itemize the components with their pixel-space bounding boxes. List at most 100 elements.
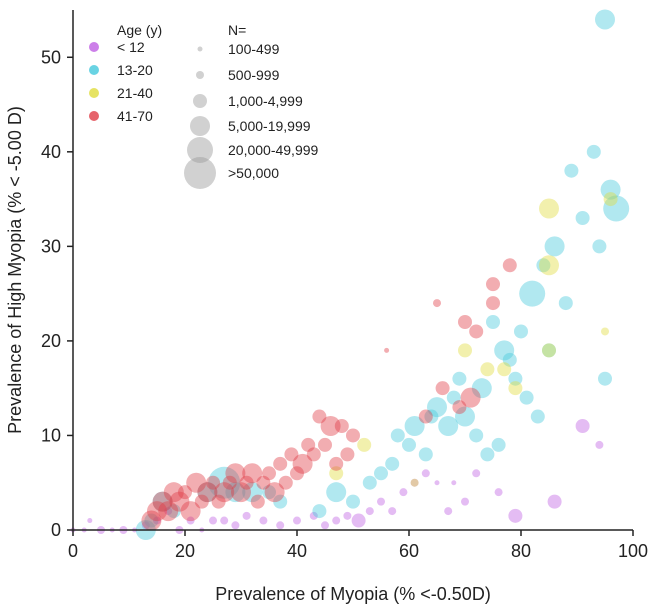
legend-age-groups: < 12 13-20 21-40 41-70: [89, 39, 153, 124]
legend-size-label: 5,000-19,999: [228, 118, 311, 134]
data-point: [357, 437, 372, 452]
legend-size-label: 20,000-49,999: [228, 142, 319, 158]
data-point: [312, 409, 327, 424]
legend-size-swatch: [187, 137, 213, 163]
data-point: [494, 340, 515, 361]
data-point: [144, 513, 159, 528]
data-point: [388, 507, 397, 516]
data-point: [163, 482, 184, 503]
data-point: [530, 409, 545, 424]
data-point: [460, 387, 481, 408]
data-point: [309, 511, 318, 520]
y-tick-label: 30: [41, 236, 61, 256]
legend-size-label: 500-999: [228, 67, 280, 83]
x-tick-label: 0: [68, 541, 78, 561]
legend-size-label: 100-499: [228, 41, 280, 57]
y-axis-ticks: 0 10 20 30 40 50: [41, 47, 73, 540]
data-point: [480, 447, 495, 462]
data-point: [374, 466, 388, 481]
data-point: [329, 466, 344, 481]
data-point: [542, 343, 556, 358]
legend-age-title: Age (y): [117, 22, 162, 38]
x-axis-ticks: 0 20 40 60 80 100: [68, 530, 648, 561]
legend-age-label: 41-70: [117, 108, 153, 124]
data-point: [321, 521, 329, 530]
data-point: [519, 280, 546, 307]
legend-size-title: N=: [228, 22, 246, 38]
data-point: [169, 491, 190, 512]
data-point: [494, 488, 503, 497]
legend-age-label: < 12: [117, 39, 145, 55]
data-point: [446, 390, 461, 405]
y-tick-label: 40: [41, 142, 61, 162]
data-point: [544, 236, 565, 257]
data-point: [536, 258, 551, 273]
legend-age-label: 13-20: [117, 62, 153, 78]
data-point: [231, 521, 240, 530]
data-point: [433, 299, 441, 308]
data-point: [365, 507, 374, 516]
data-point: [603, 195, 630, 222]
data-point: [455, 406, 475, 427]
data-point: [346, 494, 360, 509]
data-point: [421, 469, 430, 478]
data-point: [438, 416, 459, 436]
data-point: [595, 9, 615, 30]
data-point: [435, 381, 450, 396]
data-point: [458, 315, 472, 329]
legend-size-swatch: [197, 46, 203, 52]
data-point: [278, 475, 293, 490]
data-point: [239, 475, 254, 490]
data-point: [469, 428, 484, 443]
legend-size-swatch: [184, 157, 216, 189]
data-point: [384, 347, 390, 353]
data-point: [242, 511, 251, 520]
data-point: [87, 518, 93, 524]
data-point: [471, 378, 492, 399]
data-point: [480, 362, 495, 377]
data-point: [427, 397, 447, 418]
data-point: [152, 491, 173, 512]
data-point: [208, 466, 241, 499]
legend-size-label: 1,000-4,999: [228, 93, 303, 109]
data-point: [575, 211, 590, 225]
data-point: [194, 494, 209, 509]
data-point: [211, 494, 226, 509]
data-point: [256, 475, 271, 490]
data-point: [158, 501, 179, 522]
data-point: [225, 463, 246, 484]
series-3: [329, 192, 618, 487]
data-point: [141, 521, 150, 530]
data-point: [225, 482, 246, 503]
data-point: [542, 343, 556, 358]
data-points: [70, 9, 630, 540]
legend-size-groups: 100-499 500-999 1,000-4,999 5,000-19,999 20,…: [184, 41, 319, 189]
data-point: [332, 516, 341, 525]
data-point: [197, 482, 218, 503]
data-point: [418, 409, 433, 424]
data-point: [461, 497, 469, 506]
data-point: [469, 324, 484, 339]
series-2: [135, 9, 630, 540]
y-axis-title: Prevalence of High Myopia (% < -5.00 D): [5, 106, 25, 434]
data-point: [444, 507, 453, 516]
data-point: [502, 258, 517, 273]
data-point: [290, 466, 304, 481]
data-point: [402, 437, 416, 452]
x-tick-label: 40: [287, 541, 307, 561]
data-point: [346, 428, 360, 443]
data-point: [601, 327, 609, 336]
data-point: [434, 480, 440, 486]
data-point: [343, 511, 352, 520]
data-point: [399, 488, 408, 497]
data-point: [141, 510, 162, 531]
data-point: [334, 419, 349, 433]
data-point: [231, 482, 251, 503]
data-point: [458, 343, 472, 358]
data-point: [486, 277, 500, 292]
data-point: [508, 381, 523, 396]
data-point: [147, 501, 167, 522]
data-point: [486, 296, 500, 311]
data-point: [340, 447, 355, 462]
